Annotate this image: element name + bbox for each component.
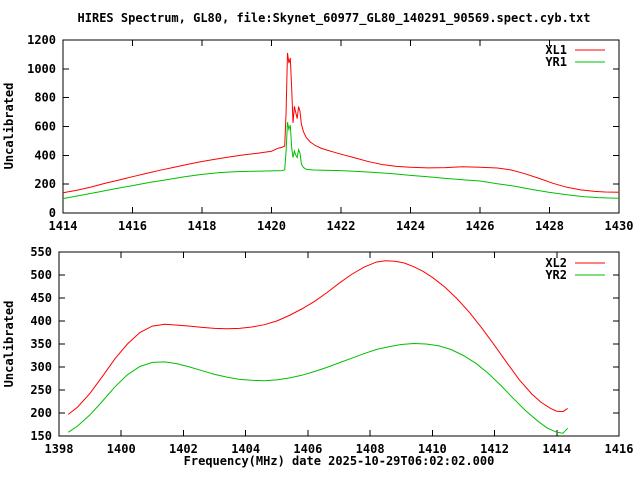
bottom-chart: 1398 1400 1402 1404 1406 1408 1410 1412 1414 1416… (30, 245, 633, 456)
legend-label-YR2: YR2 (545, 268, 567, 282)
x-tick-label: 1416 (118, 219, 147, 233)
y-tick-label: 1000 (27, 62, 56, 76)
y-tick-label: 300 (30, 360, 52, 374)
legend-label-XL2: XL2 (545, 256, 567, 270)
x-tick-label: 1430 (605, 219, 634, 233)
x-tick-label: 1416 (605, 442, 634, 456)
top-chart: 1414 1416 1418 1420 1422 1424 1426 1428 1430 0 200… (27, 33, 633, 233)
legend-label-XL1: XL1 (545, 43, 567, 57)
y-tick-label: 400 (34, 148, 56, 162)
figure-title: HIRES Spectrum, GL80, file:Skynet_60977_… (78, 11, 591, 26)
x-tick-label: 1412 (480, 442, 509, 456)
x-tick-label: 1410 (418, 442, 447, 456)
bottom-y-axis-label: Uncalibrated (2, 301, 16, 388)
x-tick-label: 1414 (542, 442, 571, 456)
plot-border (58, 251, 620, 437)
x-tick-label: 1424 (396, 219, 425, 233)
y-tick-label: 200 (34, 177, 56, 191)
y-tick-label: 150 (30, 429, 52, 443)
x-tick-label: 1402 (169, 442, 198, 456)
x-tick-label: 1400 (107, 442, 136, 456)
x-tick-label: 1428 (535, 219, 564, 233)
x-tick-label: 1408 (356, 442, 385, 456)
x-tick-label: 1422 (327, 219, 356, 233)
y-tick-label: 350 (30, 337, 52, 351)
x-tick-label: 1398 (45, 442, 74, 456)
x-tick-label: 1406 (293, 442, 322, 456)
plot-border (62, 39, 620, 214)
bottom-x-axis-label: Frequency(MHz) date 2025-10-29T06:02:02.… (184, 454, 495, 468)
y-tick-label: 550 (30, 245, 52, 259)
legend-label-YR1: YR1 (545, 55, 567, 69)
series-XL2-line (67, 260, 568, 415)
y-tick-label: 250 (30, 383, 52, 397)
y-tick-label: 450 (30, 291, 52, 305)
x-tick-label: 1420 (257, 219, 286, 233)
series-XL1-line (62, 52, 620, 194)
x-tick-label: 1418 (188, 219, 217, 233)
x-tick-label: 1426 (466, 219, 495, 233)
y-tick-label: 200 (30, 406, 52, 420)
x-tick-label: 1414 (49, 219, 78, 233)
series-YR1-line (62, 122, 620, 200)
y-tick-label: 400 (30, 314, 52, 328)
y-tick-label: 0 (49, 206, 56, 220)
series-YR2-line (68, 342, 569, 434)
top-y-axis-label: Uncalibrated (2, 83, 16, 170)
x-tick-label: 1404 (231, 442, 260, 456)
y-tick-label: 600 (34, 120, 56, 134)
y-tick-label: 1200 (27, 33, 56, 47)
y-tick-label: 800 (34, 91, 56, 105)
y-tick-label: 500 (30, 268, 52, 282)
